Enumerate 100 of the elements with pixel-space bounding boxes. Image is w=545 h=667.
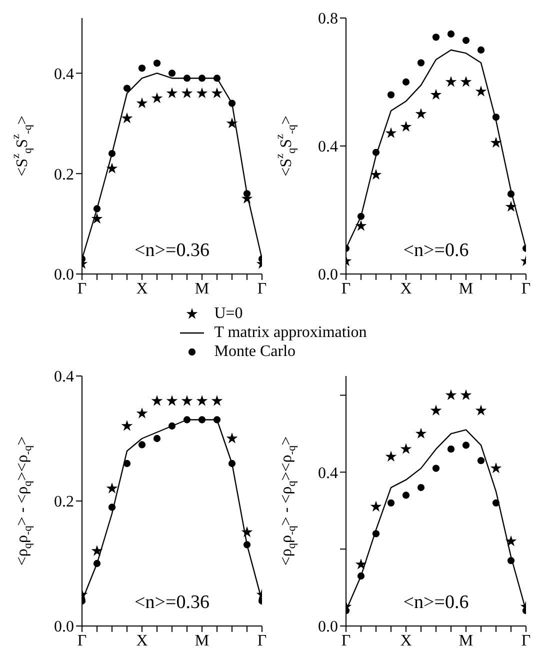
point <box>370 500 382 512</box>
point <box>241 526 253 538</box>
point <box>507 190 515 198</box>
point <box>136 408 148 418</box>
point <box>415 428 427 439</box>
point <box>385 127 397 138</box>
point <box>183 416 191 424</box>
point <box>106 162 118 174</box>
annotation: <n>=0.6 <box>403 592 469 614</box>
point <box>400 443 412 454</box>
y-tick-label: 0.0 <box>54 266 74 284</box>
point <box>462 442 470 449</box>
point <box>355 220 367 231</box>
legend-label: U=0 <box>214 304 243 322</box>
point <box>226 117 238 128</box>
point <box>430 88 442 100</box>
y-tick-label: 0.4 <box>54 368 74 386</box>
point <box>462 36 470 44</box>
point <box>123 460 131 468</box>
y-tick-label: 0.4 <box>54 66 74 83</box>
point <box>460 76 472 87</box>
point <box>357 212 365 220</box>
point <box>166 87 178 98</box>
x-tick-label: X <box>136 280 148 298</box>
point <box>417 59 425 66</box>
point <box>153 434 161 442</box>
point <box>402 78 410 86</box>
y-tick-label: 0.2 <box>54 494 74 511</box>
point <box>402 492 410 499</box>
point <box>121 112 133 124</box>
point <box>108 504 116 511</box>
point <box>475 86 487 96</box>
y-tick-label: 0.0 <box>54 618 74 636</box>
point <box>228 100 236 107</box>
point <box>168 70 176 77</box>
point <box>460 389 472 400</box>
y-tick-label: 0.4 <box>318 464 338 482</box>
point <box>138 441 146 448</box>
x-tick-label: Γ <box>341 632 351 650</box>
point <box>490 462 502 474</box>
x-tick-label: Γ <box>257 632 267 650</box>
point <box>91 545 103 556</box>
point <box>355 558 367 570</box>
point <box>432 34 440 41</box>
point <box>153 60 161 67</box>
point <box>213 416 221 424</box>
point <box>492 499 500 506</box>
point <box>385 450 397 462</box>
y-tick-label: 0.4 <box>318 138 338 156</box>
x-tick-label: M <box>194 632 210 650</box>
point <box>211 395 223 406</box>
point <box>198 74 206 82</box>
x-tick-label: M <box>194 280 210 298</box>
point <box>93 205 101 212</box>
y-tick-label: 0.8 <box>318 10 338 28</box>
point <box>198 416 206 424</box>
point <box>151 92 163 104</box>
x-tick-label: X <box>136 632 148 650</box>
point <box>166 395 178 406</box>
x-tick-label: Γ <box>521 280 531 298</box>
point <box>228 460 236 468</box>
point <box>226 432 238 444</box>
point <box>91 212 103 224</box>
point <box>387 91 395 98</box>
point <box>123 84 131 92</box>
x-tick-label: M <box>458 280 474 298</box>
point <box>400 120 412 132</box>
point <box>505 200 517 212</box>
point <box>213 74 221 82</box>
point <box>138 64 146 72</box>
point <box>357 572 365 580</box>
point <box>151 395 163 406</box>
point <box>372 148 380 156</box>
point <box>447 30 455 38</box>
point <box>445 389 457 400</box>
point <box>106 482 118 494</box>
x-tick-label: Γ <box>257 280 267 298</box>
point <box>93 560 101 568</box>
x-tick-label: Γ <box>341 280 351 298</box>
legend-label: Monte Carlo <box>214 342 296 360</box>
point <box>475 404 487 416</box>
x-tick-label: Γ <box>77 280 87 298</box>
x-tick-label: M <box>458 632 474 650</box>
point <box>417 484 425 492</box>
point <box>372 530 380 538</box>
x-tick-label: X <box>400 632 412 650</box>
point <box>108 150 116 158</box>
x-tick-label: Γ <box>77 632 87 650</box>
point <box>181 395 193 406</box>
point <box>507 557 515 564</box>
point <box>196 87 208 98</box>
point <box>432 464 440 472</box>
point <box>492 114 500 121</box>
point <box>447 446 455 453</box>
y-tick-label: 0.2 <box>54 166 74 184</box>
x-tick-label: X <box>400 280 412 298</box>
point <box>430 404 442 416</box>
y-tick-label: 0.0 <box>318 266 338 284</box>
point <box>445 76 457 87</box>
point <box>490 136 502 148</box>
